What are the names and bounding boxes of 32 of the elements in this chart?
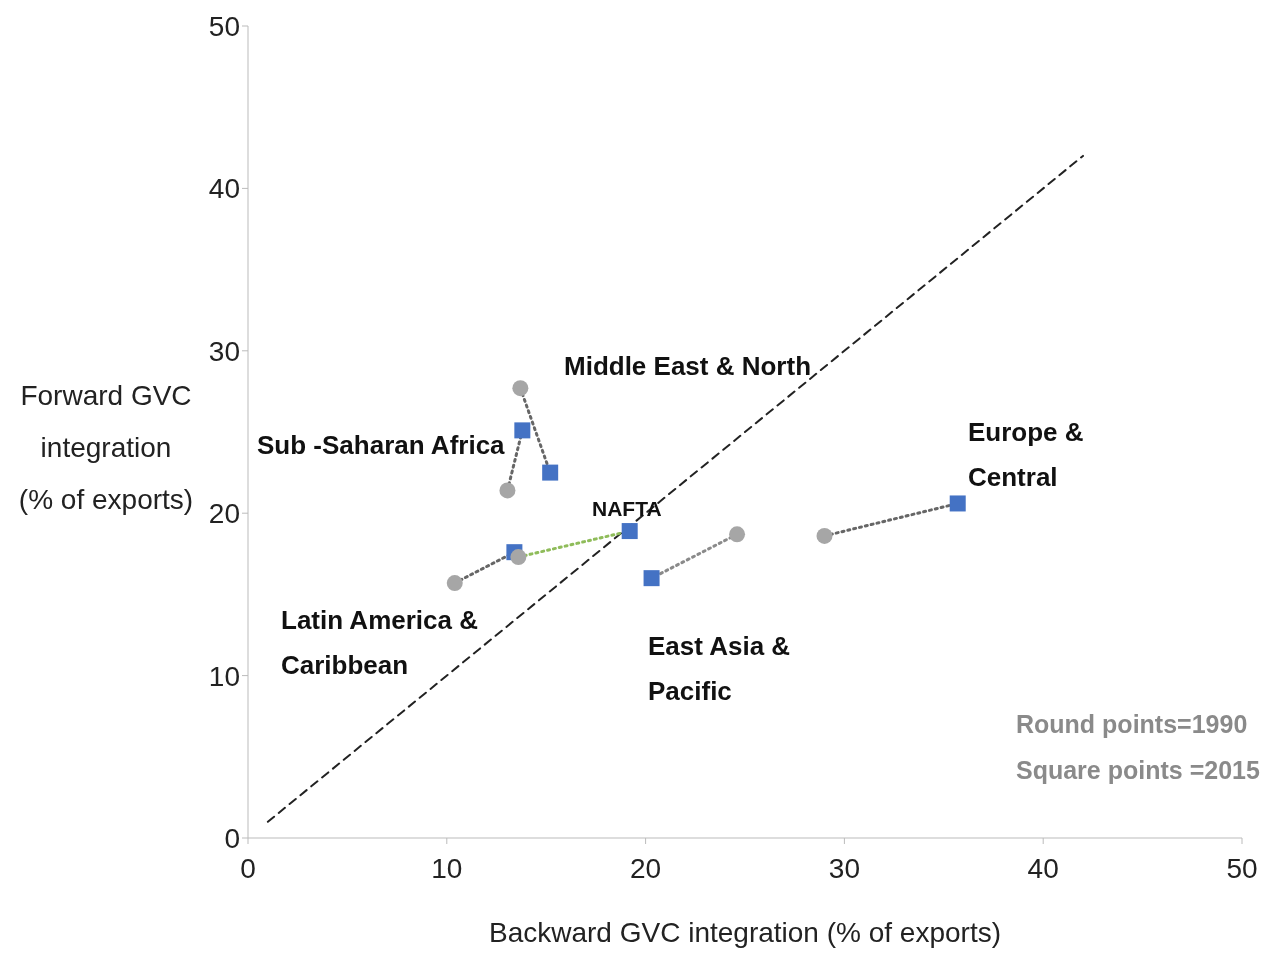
point: [643, 570, 660, 587]
annotation: Round points=1990: [1016, 709, 1248, 740]
point: [510, 549, 527, 566]
point: [446, 575, 463, 592]
annotation: Sub -Saharan Africa: [257, 429, 505, 462]
y-tick-label: 30: [208, 335, 240, 367]
y-axis-title: Forward GVC integration (% of exports): [17, 379, 195, 517]
annotation: Europe & Central: [968, 416, 1084, 494]
annotation: Square points =2015: [1016, 755, 1260, 786]
point: [729, 526, 746, 543]
y-tick-label: 10: [208, 660, 240, 692]
y-tick-label: 0: [224, 822, 240, 854]
x-tick-label: 40: [1027, 852, 1059, 884]
annotation: East Asia & Pacific: [648, 630, 791, 708]
point: [542, 464, 559, 481]
annotation: Middle East & North: [564, 350, 812, 383]
y-tick-label: 40: [208, 173, 240, 205]
x-axis-title: Backward GVC integration (% of exports): [489, 917, 1001, 948]
x-tick-label: 30: [828, 852, 860, 884]
point: [621, 523, 638, 540]
annotation: NAFTA: [592, 496, 662, 522]
point: [816, 527, 833, 544]
x-tick-label: 50: [1226, 852, 1258, 884]
point: [499, 482, 516, 499]
y-tick-label: 50: [208, 10, 240, 42]
y-tick-label: 20: [208, 498, 240, 530]
annotation: Latin America & Caribbean: [281, 604, 478, 682]
x-tick-label: 10: [431, 852, 463, 884]
point: [512, 380, 529, 397]
x-tick-label: 20: [630, 852, 662, 884]
point: [514, 422, 531, 439]
point: [949, 495, 966, 512]
